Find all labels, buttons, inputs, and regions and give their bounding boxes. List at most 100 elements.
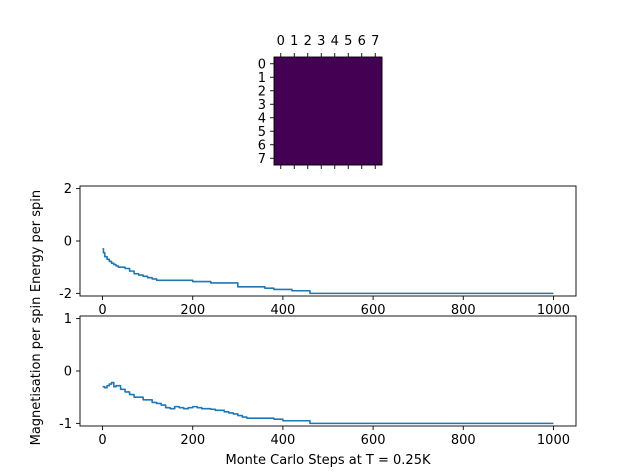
- energy-series-line: [102, 248, 554, 295]
- heatmap-x-tick-label: 6: [358, 34, 366, 49]
- heatmap-cell: [368, 138, 383, 152]
- energy-y-axis-label: Energy per spin: [29, 190, 44, 292]
- heatmap-y-tick-label: 1: [258, 71, 266, 86]
- heatmap-cell: [287, 57, 302, 71]
- heatmap-y-tick-label: 5: [258, 125, 266, 140]
- heatmap-cell: [301, 97, 315, 112]
- heatmap-x-tick-label: 0: [277, 34, 285, 49]
- heatmap-cell: [368, 70, 383, 85]
- magnetisation-x-tick-label: 200: [180, 433, 205, 448]
- magnetisation-axes-frame: [79, 315, 577, 427]
- heatmap-cell: [314, 70, 329, 85]
- magnetisation-y-tick-label: 1: [64, 312, 72, 327]
- heatmap-cell: [341, 97, 356, 112]
- energy-x-tick-label: 1000: [537, 303, 570, 318]
- heatmap-cell: [301, 111, 315, 125]
- heatmap-cell: [314, 124, 329, 139]
- energy-y-tick-label: 0: [64, 235, 72, 250]
- energy-y-tick-label: -2: [59, 287, 72, 302]
- magnetisation-x-tick-label: 1000: [537, 433, 570, 448]
- heatmap-y-tick-label: 2: [258, 84, 266, 99]
- heatmap-cell: [287, 97, 302, 112]
- heatmap-cell: [355, 97, 369, 112]
- heatmap-cell: [328, 151, 342, 166]
- heatmap-cell: [368, 84, 383, 98]
- heatmap-y-tick-label: 0: [258, 57, 266, 72]
- magnetisation-plot: 0 200 400 600 800 1000 -1 0 1 Magnetisation per s…: [29, 297, 577, 468]
- magnetisation-y-tick-label: 0: [64, 365, 72, 380]
- heatmap-cell: [355, 124, 369, 139]
- heatmap-cell: [368, 97, 383, 112]
- heatmap-x-tick-label: 3: [317, 34, 325, 49]
- heatmap-cell: [368, 57, 383, 71]
- magnetisation-y-axis-label: Magnetisation per spin: [29, 297, 44, 446]
- heatmap-cell: [368, 151, 383, 166]
- heatmap-cell: [314, 57, 329, 71]
- heatmap-y-tick-label: 3: [258, 98, 266, 113]
- heatmap-cell: [287, 124, 302, 139]
- energy-x-tick-label: 400: [270, 303, 295, 318]
- heatmap-cell: [287, 84, 302, 98]
- heatmap-cell: [328, 111, 342, 125]
- heatmap-cell: [314, 138, 329, 152]
- heatmap-x-tick-label: 7: [371, 34, 379, 49]
- heatmap-cell: [328, 70, 342, 85]
- heatmap-cell: [301, 138, 315, 152]
- heatmap-cell: [314, 97, 329, 112]
- heatmap-cell: [341, 138, 356, 152]
- energy-x-tick-label: 0: [98, 303, 106, 318]
- heatmap-cell: [341, 124, 356, 139]
- energy-plot: 0 200 400 600 800 1000 -2 0 2 Energy per spin: [29, 182, 577, 318]
- heatmap-y-tick-label: 4: [258, 111, 266, 126]
- heatmap-cell: [314, 111, 329, 125]
- magnetisation-x-tick-label: 600: [361, 433, 386, 448]
- heatmap-cell: [274, 84, 288, 98]
- heatmap-cell: [274, 138, 288, 152]
- magnetisation-series-line: [102, 381, 554, 425]
- heatmap-cell: [301, 70, 315, 85]
- energy-x-tick-label: 200: [180, 303, 205, 318]
- heatmap-cell: [301, 84, 315, 98]
- heatmap-cell: [355, 138, 369, 152]
- heatmap-frame: [273, 56, 383, 166]
- heatmap-x-tick-label: 2: [304, 34, 312, 49]
- heatmap-cell: [355, 57, 369, 71]
- heatmap-cell: [274, 97, 288, 112]
- heatmap-y-tick-label: 7: [258, 152, 266, 167]
- heatmap-cell: [368, 124, 383, 139]
- heatmap-cell: [274, 124, 288, 139]
- heatmap-cell: [274, 151, 288, 166]
- heatmap-x-tick-label: 1: [290, 34, 298, 49]
- heatmap-cell: [301, 124, 315, 139]
- energy-x-tick-label: 800: [451, 303, 476, 318]
- heatmap-cell: [341, 111, 356, 125]
- heatmap-cell: [328, 84, 342, 98]
- heatmap-cell: [328, 124, 342, 139]
- magnetisation-x-axis-label: Monte Carlo Steps at T = 0.25K: [226, 453, 431, 468]
- heatmap-cell: [328, 97, 342, 112]
- heatmap-cell: [355, 151, 369, 166]
- energy-y-tick-label: 2: [64, 182, 72, 197]
- magnetisation-x-tick-label: 0: [98, 433, 106, 448]
- heatmap-cell: [287, 70, 302, 85]
- heatmap-cell: [341, 70, 356, 85]
- heatmap-cell: [287, 151, 302, 166]
- heatmap-cell: [301, 57, 315, 71]
- energy-x-tick-label: 600: [361, 303, 386, 318]
- heatmap-cell: [314, 151, 329, 166]
- heatmap-cell: [368, 111, 383, 125]
- magnetisation-x-tick-label: 800: [451, 433, 476, 448]
- heatmap-cell: [328, 57, 342, 71]
- heatmap-cell: [301, 151, 315, 166]
- heatmap-cell: [287, 138, 302, 152]
- heatmap-cell: [355, 111, 369, 125]
- heatmap-cell: [287, 111, 302, 125]
- heatmap-cell: [274, 70, 288, 85]
- heatmap-x-tick-label: 4: [331, 34, 339, 49]
- heatmap-cell: [274, 111, 288, 125]
- heatmap-cell: [341, 57, 356, 71]
- magnetisation-y-tick-label: -1: [59, 417, 72, 432]
